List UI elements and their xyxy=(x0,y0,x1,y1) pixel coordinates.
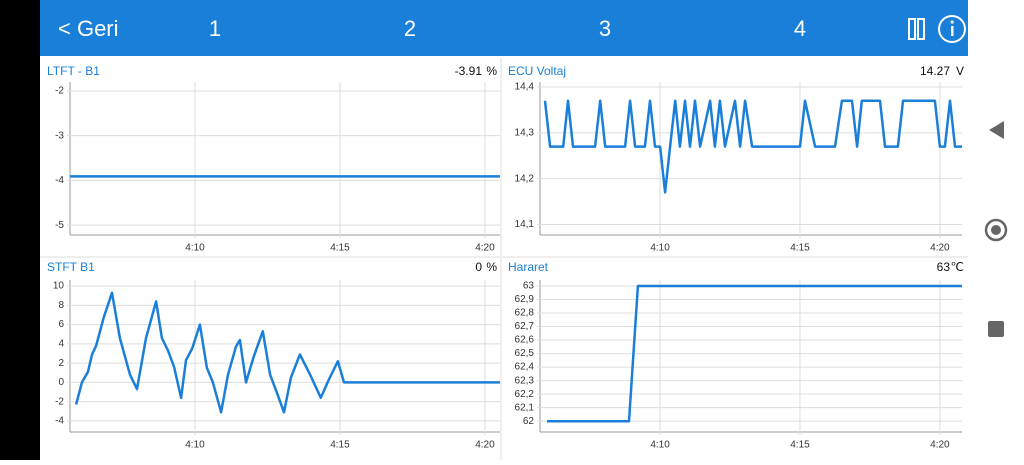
y-tick-label: 62,2 xyxy=(515,389,535,400)
y-tick-label: 63 xyxy=(523,281,535,292)
y-tick-label: 62,6 xyxy=(515,335,535,346)
y-tick-label: 6 xyxy=(58,319,64,330)
y-tick-label: 2 xyxy=(58,358,64,369)
chart-title: LTFT - B1 xyxy=(47,64,100,78)
y-tick-label: 14,3 xyxy=(515,127,535,138)
y-tick-label: 10 xyxy=(53,281,65,292)
tab[interactable]: 3 xyxy=(599,16,611,41)
chart-title: STFT B1 xyxy=(47,260,95,274)
y-tick-label: 62 xyxy=(523,416,535,427)
app-bar xyxy=(40,0,968,56)
x-tick-label: 4:15 xyxy=(330,243,350,254)
x-tick-label: 4:20 xyxy=(475,243,495,254)
x-tick-label: 4:10 xyxy=(185,243,205,254)
data-line xyxy=(74,291,500,414)
nav-recent[interactable] xyxy=(988,321,1004,337)
unit: % xyxy=(486,260,497,274)
y-tick-label: 62,9 xyxy=(515,294,535,305)
divider xyxy=(500,58,502,460)
chart-title: Hararet xyxy=(508,260,549,274)
y-tick-label: -3 xyxy=(55,130,64,141)
y-tick-label: -2 xyxy=(55,396,64,407)
back-button[interactable]: < Geri xyxy=(58,16,119,41)
nav-back[interactable] xyxy=(989,121,1004,139)
nav-home-dot xyxy=(991,225,1001,235)
y-tick-label: 62,7 xyxy=(515,321,535,332)
y-tick-label: 4 xyxy=(58,339,64,350)
y-tick-label: 14,2 xyxy=(515,173,535,184)
x-tick-label: 4:15 xyxy=(790,243,810,254)
y-tick-label: 14,1 xyxy=(515,219,535,230)
x-tick-label: 4:15 xyxy=(790,440,810,451)
data-line xyxy=(547,284,962,423)
nav-home[interactable] xyxy=(984,218,1008,242)
current-value: -3.91 xyxy=(455,64,483,78)
unit: V xyxy=(956,64,964,78)
divider xyxy=(40,256,968,258)
data-line xyxy=(543,99,962,194)
x-tick-label: 4:10 xyxy=(650,243,670,254)
x-tick-label: 4:20 xyxy=(475,440,495,451)
tab[interactable]: 1 xyxy=(209,16,221,41)
current-value: 0 xyxy=(475,260,482,274)
x-tick-label: 4:10 xyxy=(185,440,205,451)
unit: % xyxy=(486,64,497,78)
y-tick-label: 0 xyxy=(58,377,64,388)
x-tick-label: 4:20 xyxy=(930,243,950,254)
info-button[interactable] xyxy=(938,15,966,43)
y-tick-label: 62,5 xyxy=(515,348,535,359)
y-tick-label: 62,4 xyxy=(515,362,535,373)
x-tick-label: 4:10 xyxy=(650,440,670,451)
left-bar xyxy=(0,0,40,460)
y-tick-label: 8 xyxy=(58,300,64,311)
y-tick-label: 62,1 xyxy=(515,402,535,413)
current-value: 63 xyxy=(937,260,951,274)
tab[interactable]: 2 xyxy=(404,16,416,41)
y-tick-label: -4 xyxy=(55,175,64,186)
y-tick-label: 14,4 xyxy=(515,82,535,93)
y-tick-label: -5 xyxy=(55,220,64,231)
current-value: 14.27 xyxy=(920,64,950,78)
y-tick-label: 62,8 xyxy=(515,308,535,319)
x-tick-label: 4:15 xyxy=(330,440,350,451)
chart-title: ECU Voltaj xyxy=(508,64,566,78)
y-tick-label: -4 xyxy=(55,416,64,427)
unit: ℃ xyxy=(951,260,964,274)
tab[interactable]: 4 xyxy=(794,16,806,41)
x-tick-label: 4:20 xyxy=(930,440,950,451)
y-tick-label: 62,3 xyxy=(515,375,535,386)
y-tick-label: -2 xyxy=(55,86,64,97)
pause-button[interactable] xyxy=(908,18,925,40)
